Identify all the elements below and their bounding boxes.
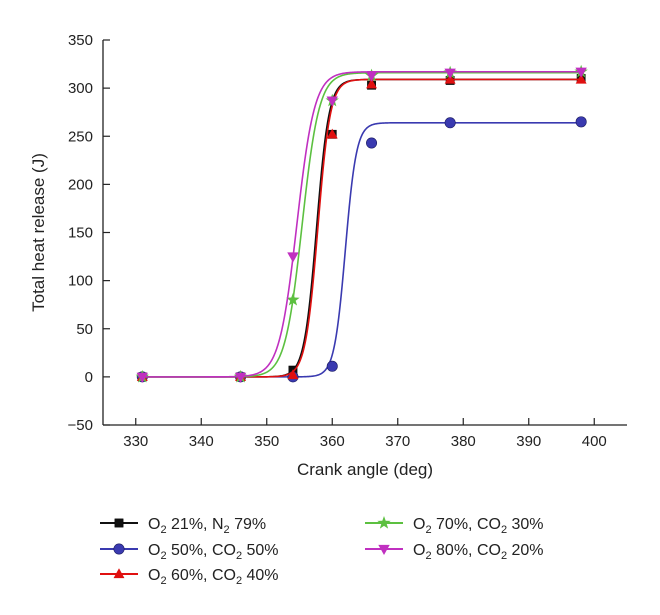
legend-label-part: 50%, CO	[167, 542, 236, 559]
legend-item: O2 50%, CO2 50%	[100, 542, 279, 562]
y-tick-label: 200	[68, 176, 93, 193]
legend-label: O2 70%, CO2 30%	[413, 516, 544, 536]
legend-label: O2 50%, CO2 50%	[148, 542, 279, 562]
legend-label-part: O	[413, 516, 425, 533]
x-tick-label: 330	[123, 433, 148, 450]
legend-label-part: O	[413, 542, 425, 559]
legend-marker	[113, 543, 125, 555]
data-point	[575, 116, 587, 128]
legend-label-part: 2	[224, 524, 230, 536]
legend-label-part: 2	[501, 524, 507, 536]
legend-label-part: O	[148, 516, 160, 533]
y-tick-label: 250	[68, 128, 93, 145]
legend-item: O2 60%, CO2 40%	[100, 567, 279, 587]
legend-marker	[114, 518, 124, 528]
legend-label: O2 80%, CO2 20%	[413, 542, 544, 562]
y-tick-label: 150	[68, 225, 93, 242]
legend-label-part: O	[148, 542, 160, 559]
legend-label-part: 79%	[230, 516, 266, 533]
plot-background	[103, 40, 627, 425]
x-tick-label: 350	[254, 433, 279, 450]
legend-label-part: 2	[501, 550, 507, 562]
x-tick-label: 360	[320, 433, 345, 450]
legend-label-part: 2	[236, 575, 242, 587]
legend-label-part: 60%, CO	[167, 567, 236, 584]
x-tick-label: 370	[385, 433, 410, 450]
legend-label-part: 2	[236, 550, 242, 562]
legend-item: O2 70%, CO2 30%	[365, 515, 544, 536]
data-point	[366, 78, 378, 89]
x-tick-label: 340	[189, 433, 214, 450]
data-point	[575, 73, 587, 84]
data-point	[326, 128, 338, 139]
legend-label: O2 60%, CO2 40%	[148, 567, 279, 587]
data-point	[444, 117, 456, 129]
y-tick-label: 0	[85, 369, 93, 386]
legend-label-part: 2	[425, 550, 431, 562]
axes: −50 0 50 100 150 200 250 300 350 330 340 350 360 370 3…	[29, 32, 627, 479]
data-point	[365, 71, 378, 82]
x-tick-label: 400	[582, 433, 607, 450]
data-point	[366, 137, 378, 149]
data-point	[286, 292, 300, 306]
legend-label-part: O	[148, 567, 160, 584]
legend-label-part: 20%	[507, 542, 543, 559]
plot-area	[103, 40, 627, 425]
legend-label: O2 21%, N2 79%	[148, 516, 266, 536]
legend-item: O2 21%, N2 79%	[100, 516, 266, 536]
data-point	[287, 252, 299, 263]
x-tick-label: 390	[516, 433, 541, 450]
x-axis-label: Crank angle (deg)	[297, 460, 433, 479]
y-axis-label: Total heat release (J)	[29, 153, 48, 312]
data-point	[575, 67, 587, 78]
legend-label-part: 21%, N	[167, 516, 224, 533]
data-point	[234, 372, 247, 383]
data-point	[287, 369, 299, 380]
legend-label-part: 80%, CO	[432, 542, 501, 559]
legend-label-part: 30%	[507, 516, 543, 533]
y-tick-label: 300	[68, 80, 93, 97]
y-tick-label: 50	[76, 321, 93, 338]
legend-marker	[113, 568, 125, 579]
y-tick-label: 350	[68, 32, 93, 49]
legend-label-part: 40%	[242, 567, 278, 584]
legend-marker	[378, 544, 390, 555]
y-tick-label: −50	[68, 417, 93, 434]
legend-label-part: 2	[160, 575, 166, 587]
legend-label-part: 2	[425, 524, 431, 536]
legend-label-part: 2	[160, 524, 166, 536]
x-tick-label: 380	[451, 433, 476, 450]
legend-label-part: 70%, CO	[432, 516, 501, 533]
y-tick-label: 100	[68, 273, 93, 290]
data-point	[136, 372, 149, 383]
legend-item: O2 80%, CO2 20%	[365, 542, 544, 562]
series-4	[136, 67, 587, 383]
series-layer	[135, 64, 588, 383]
data-point	[326, 96, 338, 107]
legend-label-part: 2	[160, 550, 166, 562]
data-point	[444, 68, 456, 79]
data-point	[326, 360, 338, 372]
series-line	[142, 70, 582, 378]
legend: O2 21%, N2 79%O2 50%, CO2 50%O2 60%, CO2…	[100, 515, 544, 587]
legend-label-part: 50%	[242, 542, 278, 559]
legend-marker	[377, 515, 391, 529]
